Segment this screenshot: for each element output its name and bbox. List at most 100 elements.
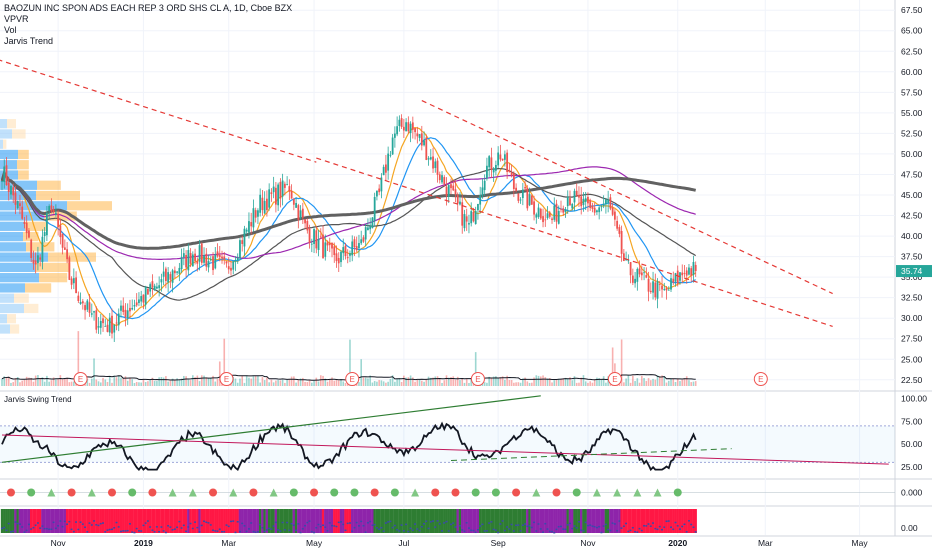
heat-overlay [342, 523, 345, 526]
heat-cell [290, 509, 293, 533]
heat-overlay [308, 520, 311, 522]
heat-cell [281, 509, 284, 533]
heat-overlay [510, 523, 513, 526]
candle-body [450, 184, 452, 189]
heat-cell [649, 509, 653, 533]
candle-body [573, 190, 576, 203]
heat-cell [166, 509, 170, 533]
heat-cell [41, 509, 44, 533]
candle-body [367, 227, 369, 231]
earnings-marker[interactable]: E [73, 372, 88, 386]
candle [337, 252, 340, 272]
candle-body [546, 213, 549, 219]
trendline[interactable] [0, 59, 317, 163]
candle [331, 242, 333, 258]
candle [441, 171, 443, 185]
candle [573, 188, 576, 212]
earnings-marker[interactable]: E [470, 372, 485, 386]
volume-bar [427, 376, 430, 386]
heat-cell [615, 509, 619, 533]
heat-cell [106, 509, 109, 533]
candle-body [173, 270, 176, 274]
heat-cell [438, 509, 441, 533]
volume-bar [250, 378, 252, 386]
candle [122, 297, 125, 316]
candle-body [611, 207, 614, 215]
heat-cell [45, 509, 49, 533]
candle [28, 227, 30, 239]
volume-bar [176, 378, 178, 386]
volume-bar [160, 376, 163, 386]
y-tick-label: 60.00 [901, 67, 923, 77]
volume-bar [167, 381, 169, 386]
vpvr-bar-up [0, 231, 23, 242]
candle-body [212, 256, 214, 271]
volume-bar [277, 380, 279, 386]
signal-dot [451, 488, 460, 497]
candle [346, 249, 349, 264]
heat-cell [54, 509, 58, 533]
heat-cell [508, 509, 511, 533]
volume-bar [584, 381, 587, 386]
candle-body [342, 247, 345, 254]
vpvr-bar-down [3, 139, 7, 149]
vpvr-bar-up [0, 170, 18, 180]
heat-cell [115, 509, 118, 533]
candle [115, 313, 118, 331]
heat-overlay [135, 527, 138, 530]
heat-cell [443, 509, 446, 533]
candle-body [245, 229, 248, 232]
volume-bar [497, 377, 499, 386]
study-jarvis-trend-label[interactable]: Jarvis Trend [4, 36, 54, 46]
heat-overlay [533, 521, 536, 524]
candle-body [81, 301, 84, 304]
trendline[interactable] [316, 157, 833, 327]
candle-body [411, 122, 414, 130]
volume-bar [149, 380, 151, 386]
candle-body [95, 310, 98, 330]
heat-overlay [458, 525, 461, 527]
heat-overlay [685, 531, 688, 533]
heat-overlay [225, 524, 228, 526]
volume-bar [571, 380, 574, 386]
trendline[interactable] [421, 100, 833, 295]
candle [191, 251, 194, 267]
volume-bar [117, 375, 120, 386]
volume-bar [452, 376, 455, 386]
heat-overlay [232, 520, 235, 522]
candle-body [382, 166, 385, 176]
volume-bar [533, 377, 535, 386]
study-vol-label[interactable]: Vol [4, 25, 17, 35]
oscillator-pane-title[interactable]: Jarvis Swing Trend [4, 395, 72, 404]
candle [19, 194, 21, 215]
heat-overlay [357, 525, 360, 527]
volume-bar [526, 381, 529, 386]
earnings-marker[interactable]: E [753, 372, 768, 386]
candle-body [239, 240, 241, 259]
earnings-marker[interactable]: E [607, 372, 622, 386]
heat-overlay [144, 522, 147, 524]
y-tick-label: 47.50 [901, 169, 923, 179]
volume-bar [672, 378, 675, 386]
heat-cell [175, 509, 179, 533]
heat-overlay [272, 525, 275, 527]
volume-bar [43, 381, 46, 386]
candle-body [86, 300, 89, 310]
heat-cell [678, 509, 682, 533]
heat-cell [72, 509, 76, 533]
heat-cell [355, 509, 358, 533]
candle-body [492, 168, 495, 173]
symbol-title[interactable]: BAOZUN INC SPON ADS EACH REP 3 ORD SHS C… [4, 3, 293, 13]
candle-body [414, 128, 416, 133]
heat-cell [50, 509, 53, 533]
earnings-marker[interactable]: E [345, 372, 360, 386]
heat-overlay [81, 523, 84, 525]
candle-body [555, 203, 558, 222]
heat-overlay [631, 526, 634, 529]
earnings-marker[interactable]: E [219, 372, 234, 386]
study-vpvr-label[interactable]: VPVR [4, 14, 29, 24]
heat-cell [135, 509, 138, 533]
heat-cell [351, 509, 354, 533]
